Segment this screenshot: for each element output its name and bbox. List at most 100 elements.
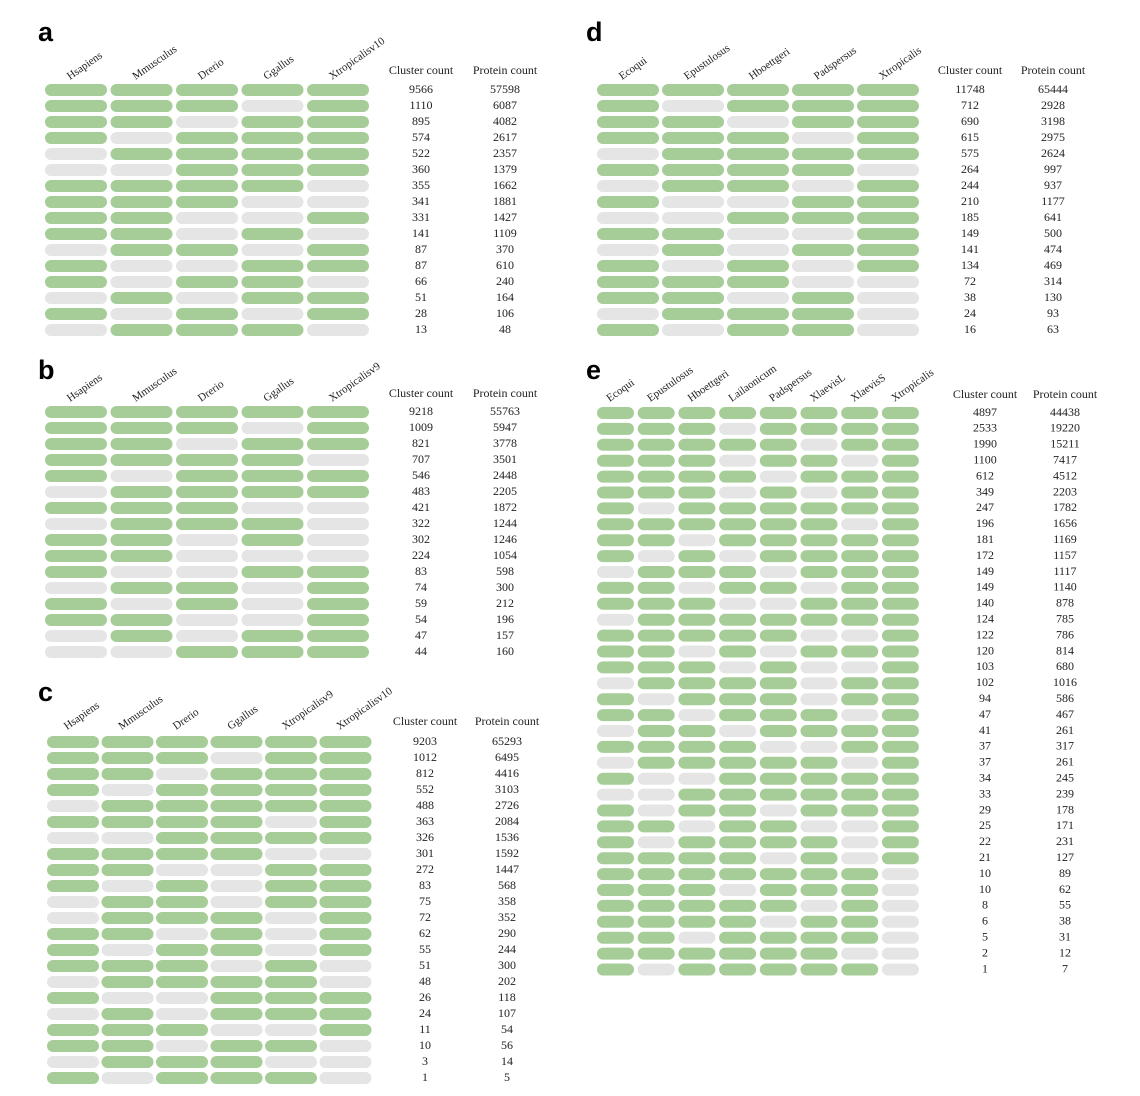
present-pill	[241, 630, 304, 642]
present-pill	[156, 784, 208, 796]
protein-count: 370	[496, 242, 514, 256]
present-pill	[841, 963, 879, 976]
absent-pill	[241, 550, 304, 562]
absent-pill	[792, 132, 854, 144]
present-pill	[637, 868, 675, 881]
present-pill	[759, 709, 797, 722]
present-pill	[881, 693, 919, 706]
present-pill	[597, 597, 634, 610]
absent-pill	[800, 677, 838, 690]
present-pill	[841, 486, 879, 499]
present-pill	[678, 884, 716, 896]
present-pill	[841, 868, 879, 881]
present-pill	[727, 324, 789, 336]
absent-pill	[841, 518, 879, 531]
present-pill	[241, 292, 304, 304]
present-pill	[241, 148, 304, 160]
cluster-count: 326	[416, 830, 434, 844]
present-pill	[637, 486, 675, 499]
absent-pill	[265, 816, 317, 828]
present-pill	[678, 629, 716, 642]
cluster-count: 141	[412, 226, 430, 240]
absent-pill	[101, 880, 154, 892]
panel: d Ecoqui Epustulosus Hboettgeri Padspersus Xt…	[586, 17, 1086, 336]
present-pill	[176, 406, 238, 418]
present-pill	[45, 470, 107, 482]
absent-pill	[210, 1024, 263, 1036]
absent-pill	[678, 709, 716, 722]
present-pill	[156, 896, 208, 908]
present-pill	[307, 646, 369, 658]
species-label: Ggallus	[261, 53, 296, 82]
present-pill	[210, 944, 263, 956]
present-pill	[307, 84, 369, 96]
present-pill	[637, 422, 675, 435]
protein-count: 814	[1056, 643, 1074, 657]
protein-count: 164	[496, 290, 514, 304]
present-pill	[857, 228, 919, 240]
protein-count: 2624	[1041, 146, 1065, 160]
species-label: Xtropicalis	[889, 367, 936, 405]
present-pill	[727, 212, 789, 224]
present-pill	[759, 947, 797, 960]
present-pill	[881, 454, 919, 467]
present-pill	[719, 915, 757, 928]
protein-count: 2205	[493, 484, 517, 498]
present-pill	[678, 502, 716, 515]
present-pill	[759, 422, 797, 435]
present-pill	[759, 931, 797, 944]
cluster-count: 24	[964, 306, 976, 320]
absent-pill	[265, 1024, 317, 1036]
absent-pill	[881, 963, 919, 976]
species-label: Ggallus	[225, 703, 260, 732]
present-pill	[307, 212, 369, 224]
present-pill	[45, 196, 107, 208]
present-pill	[319, 1024, 372, 1036]
present-pill	[857, 116, 919, 128]
absent-pill	[210, 960, 263, 972]
present-pill	[45, 84, 107, 96]
present-pill	[110, 212, 173, 224]
absent-pill	[101, 944, 154, 956]
protein-count: 55	[1059, 898, 1071, 912]
present-pill	[597, 581, 634, 594]
cluster-count: 483	[412, 484, 430, 498]
protein-count: 2203	[1053, 484, 1077, 498]
absent-pill	[637, 693, 675, 706]
present-pill	[47, 752, 99, 764]
present-pill	[101, 1056, 154, 1068]
present-pill	[110, 148, 173, 160]
present-pill	[156, 960, 208, 972]
present-pill	[719, 613, 757, 626]
present-pill	[678, 868, 716, 881]
present-pill	[857, 100, 919, 112]
present-pill	[662, 148, 724, 160]
present-pill	[45, 260, 107, 272]
present-pill	[759, 661, 797, 674]
absent-pill	[45, 324, 107, 336]
protein-count: 245	[1056, 770, 1074, 784]
cluster-count: 9203	[413, 734, 437, 748]
species-label: Xtropicalisv10	[327, 35, 388, 83]
cluster-count: 2	[982, 945, 988, 959]
protein-count: 469	[1044, 258, 1062, 272]
species-label: Hboettgeri	[747, 46, 792, 83]
present-pill	[678, 486, 716, 499]
present-pill	[857, 148, 919, 160]
present-pill	[881, 566, 919, 578]
present-pill	[307, 406, 369, 418]
present-pill	[841, 502, 879, 515]
header-protein: Protein count	[1033, 387, 1098, 401]
absent-pill	[156, 1040, 208, 1052]
present-pill	[319, 896, 372, 908]
protein-count: 358	[498, 894, 516, 908]
present-pill	[719, 534, 757, 547]
present-pill	[101, 896, 154, 908]
header-cluster: Cluster count	[393, 714, 458, 728]
absent-pill	[881, 884, 919, 896]
present-pill	[881, 534, 919, 547]
present-pill	[881, 550, 919, 563]
present-pill	[156, 944, 208, 956]
absent-pill	[597, 212, 659, 224]
present-pill	[678, 899, 716, 912]
